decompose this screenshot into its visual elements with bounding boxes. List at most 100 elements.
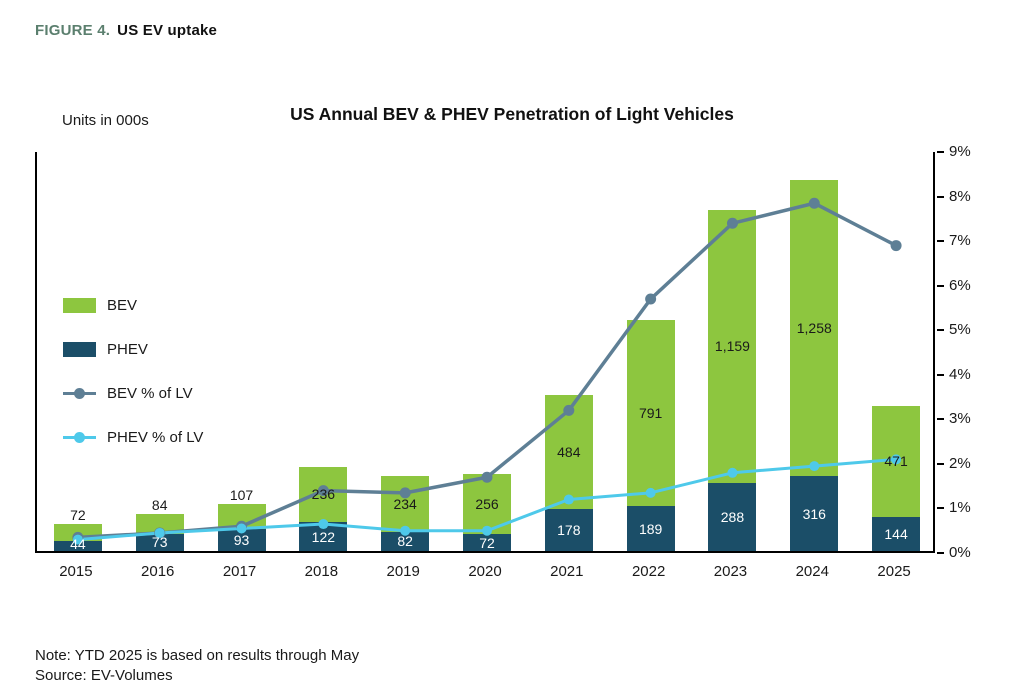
right-axis-label-5%: 5% — [949, 321, 971, 339]
BEV % of LV-marker-2018 — [317, 485, 329, 497]
phev-bar-label-2022: 189 — [638, 520, 663, 537]
PHEV % of LV-marker-2016 — [154, 527, 165, 538]
right-axis-label-6%: 6% — [949, 276, 971, 294]
right-axis-tick-5% — [937, 329, 944, 332]
legend-label-phev: PHEV — [107, 340, 148, 358]
source-text: Source: EV-Volumes — [35, 667, 173, 684]
phev-bar-label-2021: 178 — [557, 522, 581, 539]
legend-item-bev: BEV — [63, 295, 203, 315]
x-tick-label-2017: 2017 — [222, 563, 257, 580]
BEV % of LV-marker-2023 — [726, 217, 738, 229]
PHEV % of LV-marker-2017 — [236, 523, 247, 534]
right-axis-tick-6% — [937, 284, 944, 287]
bev-bar-2016 — [135, 513, 184, 534]
right-axis-tick-2% — [937, 462, 944, 465]
right-axis-tick-1% — [937, 507, 944, 510]
right-axis-tick-3% — [937, 418, 944, 421]
phev-bar-2025 — [872, 517, 921, 551]
phev-bar-label-2019: 82 — [397, 533, 413, 550]
bev-bar-label-2022: 791 — [638, 405, 663, 422]
phev-bar-2023 — [708, 483, 757, 551]
note-text: Note: YTD 2025 is based on results throu… — [35, 647, 360, 664]
phev-bar-label-2025: 144 — [884, 526, 908, 543]
phev-bar-label-2020: 72 — [479, 534, 495, 551]
x-tick-label-2021: 2021 — [550, 563, 584, 580]
PHEV % of LV-marker-2022 — [645, 487, 656, 498]
phev-bar-2022 — [626, 506, 675, 551]
right-axis-tick-9% — [937, 151, 944, 153]
bev-bar-label-2025: 471 — [884, 453, 908, 470]
phev-bar-label-2016: 73 — [151, 534, 168, 551]
legend-item-phev-pct: PHEV % of LV — [63, 427, 203, 447]
right-axis-label-7%: 7% — [949, 232, 971, 250]
bev-swatch — [63, 297, 96, 313]
x-tick-label-2015: 2015 — [59, 563, 93, 580]
x-axis-labels: 2015 2016 2017 2018 2019 2020 2021 2022 2023 2024… — [35, 553, 935, 580]
phev-bar-2024 — [790, 476, 839, 551]
bev-bar-label-2024: 1,258 — [796, 320, 832, 337]
bev-bar-label-2017: 107 — [229, 486, 254, 503]
right-axis-label-1%: 1% — [949, 499, 971, 517]
phev-bar-label-2015: 44 — [70, 536, 86, 552]
bev-bar-label-2021: 484 — [557, 443, 581, 460]
figure-title: US EV uptake — [117, 22, 218, 39]
PHEV % of LV-marker-2018 — [318, 519, 329, 530]
bev-bar-label-2016: 84 — [151, 496, 168, 513]
right-axis-tick-0% — [937, 552, 944, 554]
right-axis-label-9%: 9% — [949, 143, 971, 160]
bev-bar-2019 — [381, 476, 430, 532]
plot-area: BEV PHEV BEV % of LV PHEV % of LV 0% 1% 2%… — [35, 143, 971, 561]
phev-bar-2020 — [463, 534, 511, 551]
line-chart-overlay — [72, 197, 902, 545]
legend: BEV PHEV BEV % of LV PHEV % of LV — [63, 295, 203, 471]
phev-bar-label-2018: 122 — [311, 528, 336, 545]
right-axis-label-2%: 2% — [949, 454, 971, 472]
PHEV % of LV-marker-2023 — [727, 467, 738, 478]
bev-bar-label-2019: 234 — [393, 496, 417, 513]
chart-title: US Annual BEV & PHEV Penetration of Ligh… — [290, 104, 734, 124]
BEV % of LV-marker-2020 — [481, 471, 493, 483]
PHEV % of LV-marker-2020 — [482, 525, 492, 536]
BEV % of LV-marker-2022 — [645, 293, 657, 305]
phev-bar-2017 — [217, 529, 266, 551]
x-tick-label-2019: 2019 — [386, 563, 420, 580]
x-tick-label-2023: 2023 — [713, 563, 748, 580]
legend-label-bev: BEV — [107, 296, 138, 314]
right-axis-tick-8% — [937, 195, 944, 198]
BEV % of LV-marker-2021 — [563, 404, 575, 416]
right-axis-label-3%: 3% — [949, 410, 971, 428]
BEV % of LV-marker-2025 — [890, 240, 902, 252]
x-tick-label-2024: 2024 — [795, 563, 829, 580]
x-tick-label-2016: 2016 — [141, 563, 175, 580]
bev-bar-label-2018: 236 — [311, 486, 336, 503]
x-tick-label-2020: 2020 — [468, 563, 502, 580]
right-axis-label-0%: 0% — [949, 544, 971, 561]
right-axis-tick-4% — [937, 373, 944, 376]
figure-label: FIGURE 4. — [35, 22, 111, 39]
bev-bar-label-2015: 72 — [70, 506, 86, 523]
bev-bar-2022 — [626, 319, 675, 507]
BEV % of LV-marker-2024 — [808, 197, 820, 209]
phev-bar-2015 — [53, 540, 102, 551]
BEV % of LV-marker-2019 — [399, 487, 411, 499]
figure-caption: FIGURE 4. US EV uptake — [35, 22, 217, 39]
x-tick-label-2018: 2018 — [304, 563, 339, 580]
PHEV % of LV-marker-2015 — [72, 534, 83, 545]
phev-swatch — [63, 341, 96, 357]
PHEV % of LV-marker-2024 — [809, 461, 820, 472]
x-tick-label-2025: 2025 — [877, 563, 911, 580]
legend-item-bev-pct: BEV % of LV — [63, 383, 203, 403]
phev-bar-2021 — [544, 509, 593, 551]
phev-bar-label-2023: 288 — [720, 509, 745, 526]
legend-label-phev-pct: PHEV % of LV — [107, 428, 204, 446]
legend-item-phev: PHEV — [63, 339, 203, 359]
right-axis-tick-7% — [937, 240, 944, 243]
bev-bar-label-2023: 1,159 — [714, 338, 750, 355]
units-axis-label: Units in 000s — [62, 112, 149, 129]
phev-bar-2016 — [135, 533, 184, 551]
bev-bar-2024 — [790, 179, 839, 477]
phev-bar-label-2024: 316 — [802, 505, 826, 522]
bev-bar-2023 — [708, 209, 757, 484]
PHEV % of LV-marker-2019 — [400, 525, 411, 536]
